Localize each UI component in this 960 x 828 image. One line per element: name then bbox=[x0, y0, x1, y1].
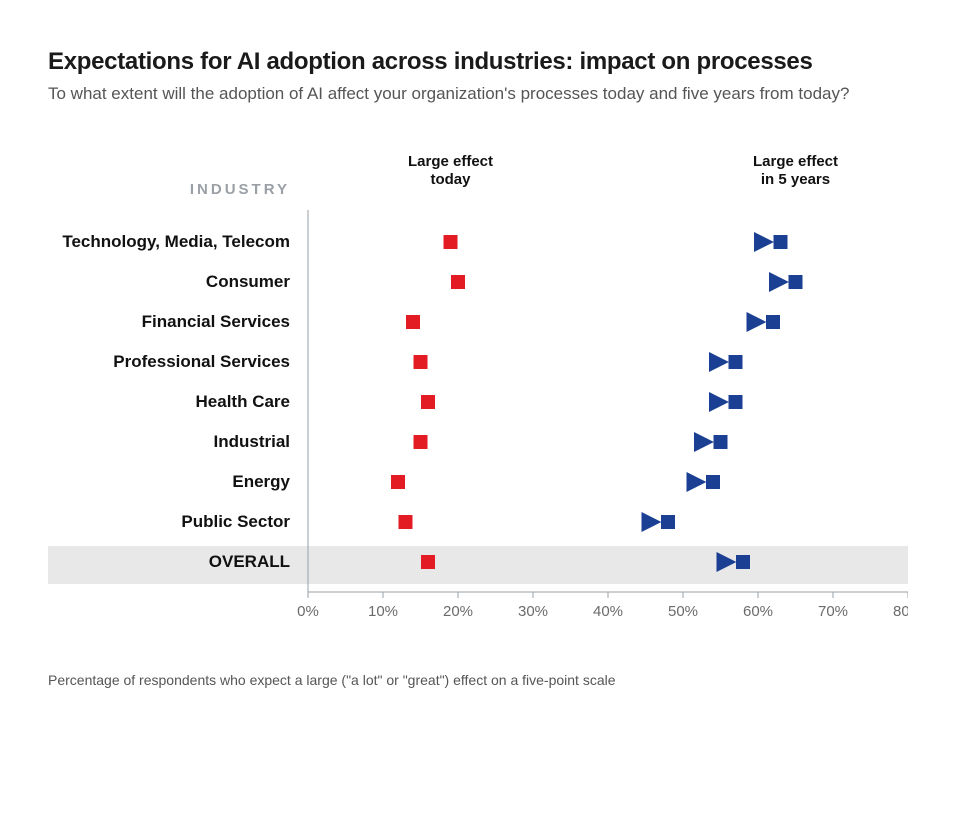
x-tick-label: 0% bbox=[297, 603, 319, 620]
x-tick-label: 20% bbox=[443, 603, 473, 620]
industry-header-label: INDUSTRY bbox=[190, 181, 290, 198]
legend-today-label: Large effect bbox=[408, 153, 493, 170]
future-marker bbox=[714, 435, 728, 449]
future-marker bbox=[774, 235, 788, 249]
today-marker bbox=[451, 275, 465, 289]
row-label: Public Sector bbox=[181, 512, 290, 531]
row-label: Professional Services bbox=[113, 352, 290, 371]
legend-future-label: Large effect bbox=[753, 153, 838, 170]
legend-today-label: today bbox=[430, 171, 471, 188]
today-marker bbox=[391, 475, 405, 489]
x-tick-label: 70% bbox=[818, 603, 848, 620]
x-tick-label: 60% bbox=[743, 603, 773, 620]
today-marker bbox=[414, 355, 428, 369]
today-marker bbox=[414, 435, 428, 449]
dumbbell-chart: 0% 10% 20% 30% 40% 50% 60% 70% 80% INDUSTRY Large … bbox=[48, 144, 908, 644]
future-marker bbox=[736, 555, 750, 569]
today-marker bbox=[421, 395, 435, 409]
overall-band bbox=[48, 546, 908, 584]
x-tick-label: 40% bbox=[593, 603, 623, 620]
today-marker bbox=[399, 515, 413, 529]
row-label: OVERALL bbox=[209, 552, 290, 571]
future-marker bbox=[729, 355, 743, 369]
x-tick-label: 50% bbox=[668, 603, 698, 620]
future-marker bbox=[766, 315, 780, 329]
future-marker bbox=[661, 515, 675, 529]
row-label: Consumer bbox=[206, 272, 290, 291]
future-marker bbox=[729, 395, 743, 409]
x-tick-label: 30% bbox=[518, 603, 548, 620]
chart-subtitle: To what extent will the adoption of AI a… bbox=[48, 84, 912, 104]
row-label: Industrial bbox=[213, 432, 290, 451]
row-label: Energy bbox=[232, 472, 290, 491]
today-marker bbox=[444, 235, 458, 249]
x-tick-label: 80% bbox=[893, 603, 908, 620]
row-label: Health Care bbox=[196, 392, 290, 411]
today-marker bbox=[406, 315, 420, 329]
chart-container: 0% 10% 20% 30% 40% 50% 60% 70% 80% INDUSTRY Large … bbox=[48, 144, 908, 644]
today-marker bbox=[421, 555, 435, 569]
future-marker bbox=[789, 275, 803, 289]
page-root: Expectations for AI adoption across indu… bbox=[0, 0, 960, 828]
chart-title: Expectations for AI adoption across indu… bbox=[48, 48, 912, 76]
x-tick-label: 10% bbox=[368, 603, 398, 620]
chart-footnote: Percentage of respondents who expect a l… bbox=[48, 672, 912, 688]
row-label: Technology, Media, Telecom bbox=[62, 232, 290, 251]
row-label: Financial Services bbox=[142, 312, 290, 331]
future-marker bbox=[706, 475, 720, 489]
legend-future-label: in 5 years bbox=[761, 171, 830, 188]
